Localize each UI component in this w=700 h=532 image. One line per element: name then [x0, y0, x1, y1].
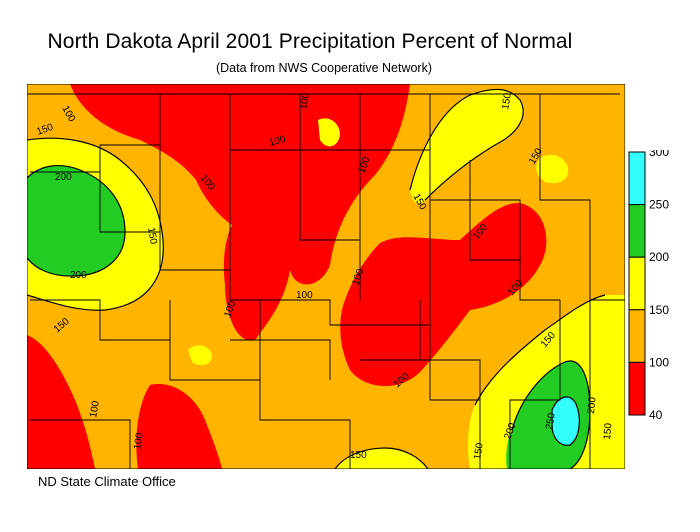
contour-label: 200	[55, 172, 72, 183]
legend-bin-150-200	[628, 256, 646, 311]
precipitation-map: 100 150 200 200 150 100 100 100 100 150 …	[27, 84, 625, 469]
legend-bin-200-250	[628, 204, 646, 258]
contour-label: 100	[268, 134, 287, 149]
footer-credit: ND State Climate Office	[38, 474, 176, 489]
legend-tick-label: 100	[649, 355, 669, 369]
legend-tick-label: 150	[649, 303, 669, 317]
county-boundaries	[27, 84, 625, 469]
contour-label: 150	[472, 442, 486, 461]
map-title: North Dakota April 2001 Precipitation Pe…	[47, 30, 573, 53]
contour-label: 200	[586, 396, 598, 414]
region-150-200-small-1	[188, 345, 213, 366]
contour-label: 100	[88, 400, 102, 419]
contour-label: 250	[544, 412, 558, 431]
region-200-250-west	[27, 165, 125, 277]
region-below-100-southwest	[27, 335, 95, 469]
color-legend: 300 250 200 150 100 40	[628, 150, 669, 420]
legend-bin-100-150	[628, 309, 646, 363]
contour-label: 150	[145, 227, 159, 246]
legend-bin-250-300	[628, 151, 646, 206]
region-150-200-south	[335, 448, 428, 469]
map-subtitle: (Data from NWS Cooperative Network)	[215, 61, 433, 75]
contour-label: 200	[70, 270, 87, 281]
region-150-200-northeast	[410, 89, 524, 204]
contour-label: 100	[296, 290, 313, 301]
legend-tick-label: 200	[649, 250, 669, 264]
region-below-100-north	[70, 84, 410, 341]
contour-label: 150	[500, 92, 514, 111]
legend-bins	[628, 151, 646, 416]
legend-tick-label: 250	[649, 198, 669, 212]
region-below-100-east	[340, 202, 547, 387]
legend-ticks: 300 250 200 150 100 40	[649, 150, 669, 420]
contour-label: 100	[132, 432, 146, 451]
region-150-200-east-small	[536, 154, 569, 184]
region-150-200-small-2	[318, 118, 340, 147]
contour-lines	[27, 88, 606, 469]
contour-label: 150	[602, 422, 614, 440]
legend-tick-label: 300	[649, 150, 669, 159]
legend-tick-label: 40	[649, 408, 663, 420]
contour-label: 150	[350, 450, 367, 461]
contour-label: 100	[298, 92, 312, 111]
region-below-100-south	[136, 384, 222, 469]
legend-bin-40-100	[628, 361, 646, 416]
region-250-300-southeast	[552, 396, 580, 446]
